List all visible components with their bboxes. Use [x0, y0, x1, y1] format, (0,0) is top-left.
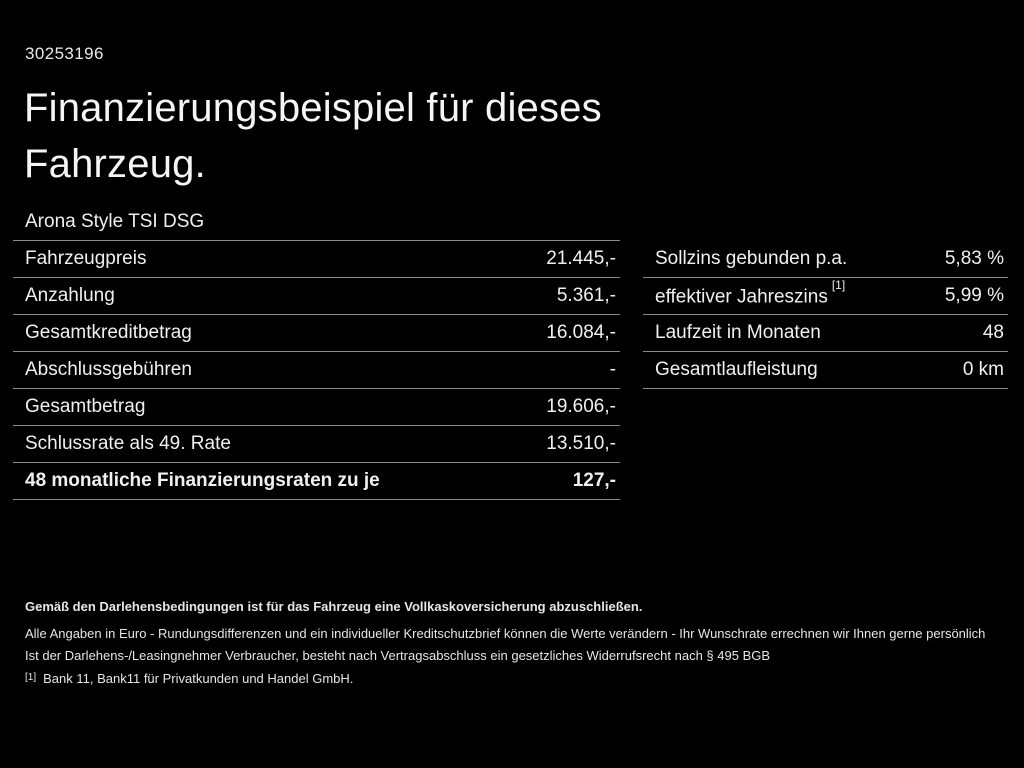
- row-label: 48 monatliche Finanzierungsraten zu je: [25, 470, 380, 491]
- financing-table: Fahrzeugpreis 21.445,- Anzahlung 5.361,-…: [13, 240, 620, 500]
- row-value: 16.084,-: [546, 322, 616, 343]
- vehicle-name: Arona Style TSI DSG: [25, 211, 205, 232]
- page-title: Finanzierungsbeispiel für dieses Fahrzeu…: [24, 80, 602, 192]
- row-label: Gesamtlaufleistung: [655, 359, 818, 380]
- row-value: 13.510,-: [546, 433, 616, 454]
- row-label: Gesamtbetrag: [25, 396, 146, 417]
- table-row-schlussrate: Schlussrate als 49. Rate 13.510,-: [13, 426, 620, 463]
- footnote-bank: [1] Bank 11, Bank11 für Privatkunden und …: [25, 671, 353, 686]
- conditions-table: Sollzins gebunden p.a. 5,83 % effektiver…: [643, 241, 1008, 389]
- table-row-gesamtbetrag: Gesamtbetrag 19.606,-: [13, 389, 620, 426]
- row-value: 19.606,-: [546, 396, 616, 417]
- row-label: Gesamtkreditbetrag: [25, 322, 192, 343]
- table-row-sollzins: Sollzins gebunden p.a. 5,83 %: [643, 241, 1008, 278]
- row-value: 5,99 %: [944, 285, 1004, 306]
- footnote-marker: [1]: [831, 277, 846, 292]
- disclaimer-widerrufsrecht: Ist der Darlehens-/Leasingnehmer Verbrau…: [25, 648, 771, 663]
- row-label-text: effektiver Jahreszins: [655, 286, 828, 308]
- disclaimer-insurance: Gemäß den Darlehensbedingungen ist für d…: [25, 599, 643, 614]
- row-label: Anzahlung: [25, 285, 115, 306]
- row-label: Sollzins gebunden p.a.: [655, 248, 848, 269]
- row-value: -: [609, 359, 616, 380]
- row-value: 0 km: [962, 359, 1004, 380]
- row-label: effektiver Jahreszins[1]: [655, 278, 845, 308]
- page-title-line-1: Finanzierungsbeispiel für dieses: [24, 86, 602, 130]
- row-label: Abschlussgebühren: [25, 359, 192, 380]
- row-value: 48: [982, 322, 1004, 343]
- row-value: 5.361,-: [556, 285, 616, 306]
- table-row-effektiver-jahreszins: effektiver Jahreszins[1] 5,99 %: [643, 278, 1008, 315]
- row-value: 21.445,-: [546, 248, 616, 269]
- row-label: Laufzeit in Monaten: [655, 322, 821, 343]
- row-label: Schlussrate als 49. Rate: [25, 433, 231, 454]
- table-row-fahrzeugpreis: Fahrzeugpreis 21.445,-: [13, 241, 620, 278]
- table-row-gesamtkreditbetrag: Gesamtkreditbetrag 16.084,-: [13, 315, 620, 352]
- page-title-line-2: Fahrzeug.: [24, 142, 206, 186]
- vehicle-id: 30253196: [25, 44, 104, 63]
- footnote-bank-text: Bank 11, Bank11 für Privatkunden und Han…: [43, 671, 354, 686]
- footnote-marker: [1]: [25, 672, 37, 683]
- table-row-monatsrate: 48 monatliche Finanzierungsraten zu je 1…: [13, 463, 620, 500]
- table-row-anzahlung: Anzahlung 5.361,-: [13, 278, 620, 315]
- disclaimer-rounding: Alle Angaben in Euro - Rundungsdifferenz…: [25, 626, 986, 641]
- table-row-gesamtlaufleistung: Gesamtlaufleistung 0 km: [643, 352, 1008, 389]
- row-value: 127,-: [572, 470, 616, 491]
- row-value: 5,83 %: [944, 248, 1004, 269]
- row-label: Fahrzeugpreis: [25, 248, 147, 269]
- table-row-abschlussgebuehren: Abschlussgebühren -: [13, 352, 620, 389]
- table-row-laufzeit: Laufzeit in Monaten 48: [643, 315, 1008, 352]
